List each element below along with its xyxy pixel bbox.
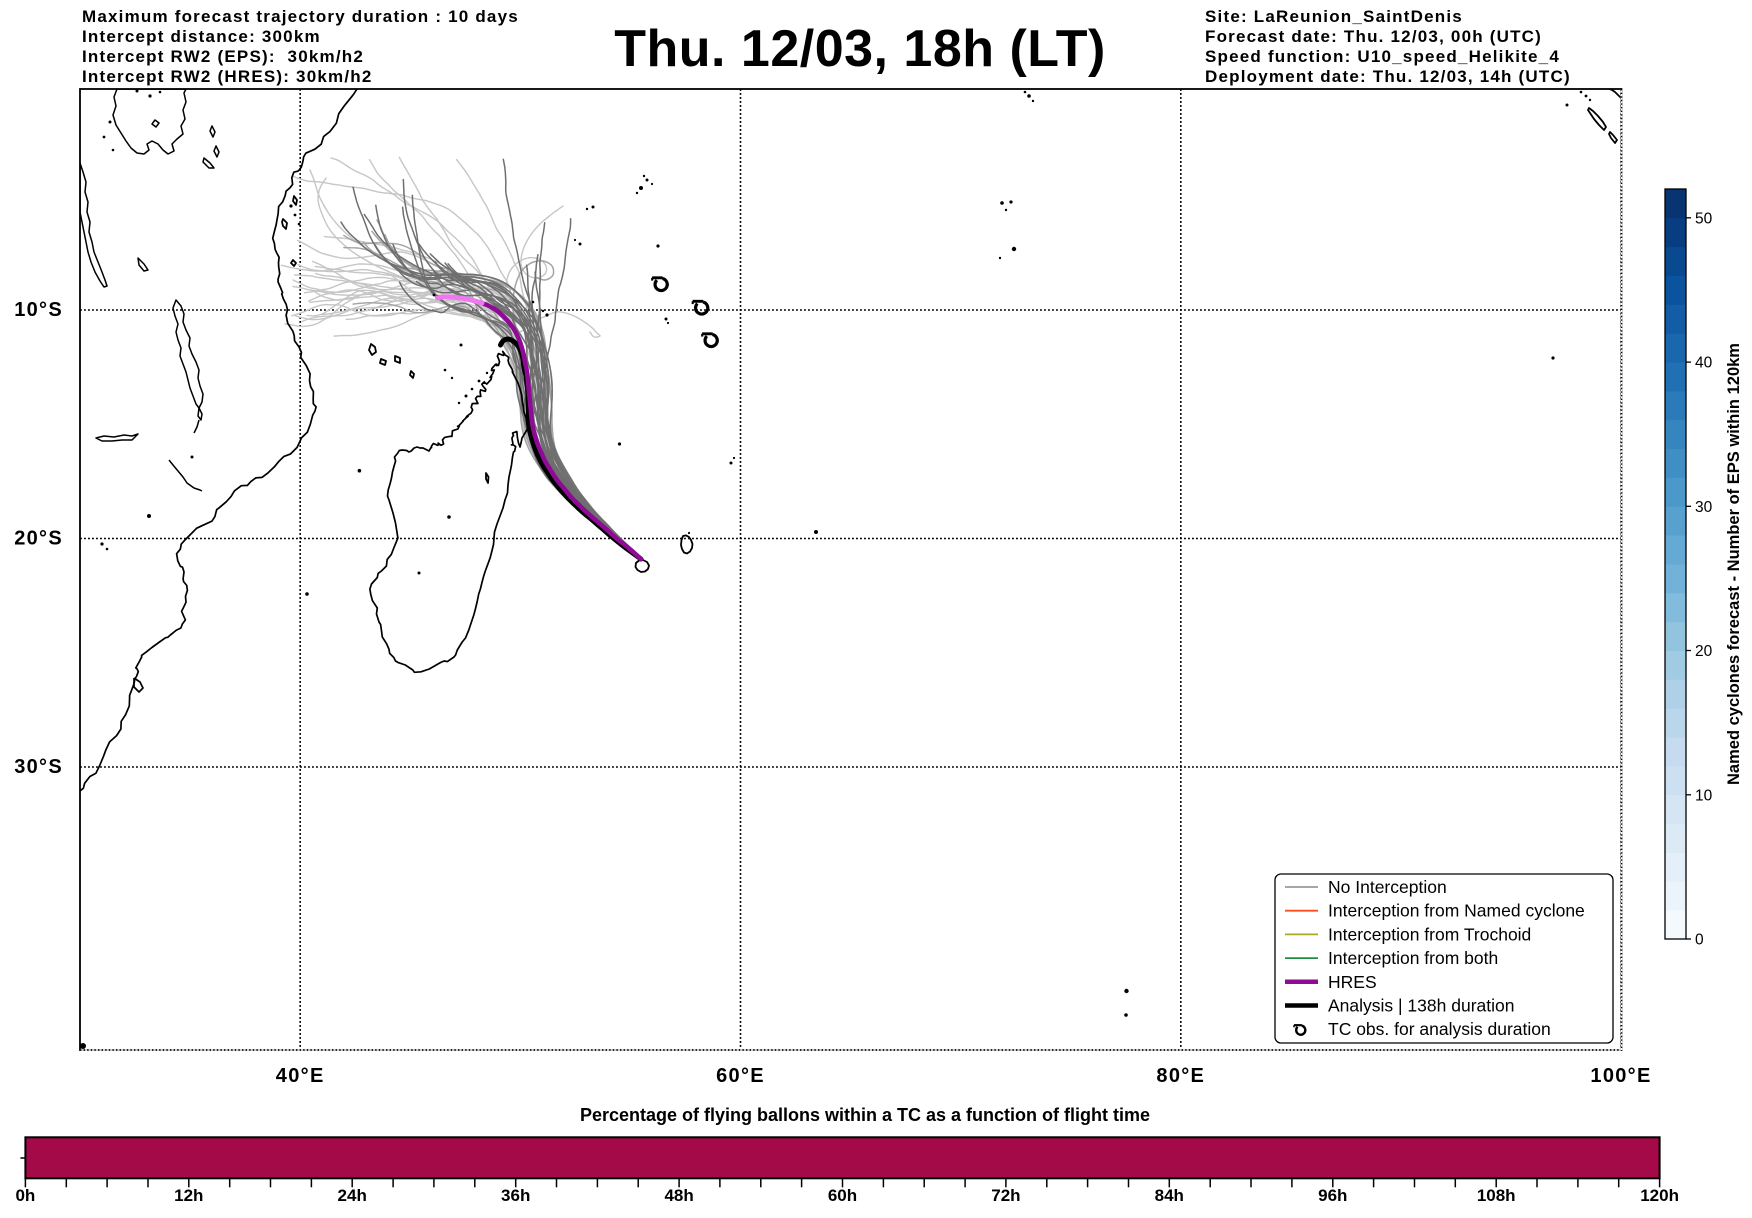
svg-text:Intercept distance: 300km: Intercept distance: 300km <box>82 27 321 46</box>
svg-text:Analysis | 138h duration: Analysis | 138h duration <box>1328 996 1514 1016</box>
svg-text:Speed function: U10_speed_Heli: Speed function: U10_speed_Helikite_4 <box>1205 47 1560 66</box>
svg-text:24h: 24h <box>338 1186 367 1205</box>
svg-text:12h: 12h <box>174 1186 203 1205</box>
svg-text:20: 20 <box>1695 643 1713 660</box>
svg-text:Percentage of flying ballons w: Percentage of flying ballons within a TC… <box>580 1105 1150 1125</box>
svg-text:0: 0 <box>1695 932 1704 949</box>
svg-text:Deployment date: Thu. 12/03, 1: Deployment date: Thu. 12/03, 14h (UTC) <box>1205 67 1571 86</box>
svg-text:50: 50 <box>1695 210 1713 227</box>
svg-text:30°S: 30°S <box>14 756 63 778</box>
svg-text:48h: 48h <box>664 1186 693 1205</box>
svg-text:Intercept RW2 (HRES): 30km/h2: Intercept RW2 (HRES): 30km/h2 <box>82 67 373 86</box>
svg-text:96h: 96h <box>1318 1186 1347 1205</box>
svg-text:84h: 84h <box>1155 1186 1184 1205</box>
svg-text:Named cyclones forecast - Numb: Named cyclones forecast - Number of EPS … <box>1725 343 1743 785</box>
svg-text:Thu. 12/03, 18h (LT): Thu. 12/03, 18h (LT) <box>614 20 1106 78</box>
svg-text:100°E: 100°E <box>1590 1065 1651 1087</box>
svg-text:40°E: 40°E <box>276 1065 325 1087</box>
svg-text:Interception from Named cyclon: Interception from Named cyclone <box>1328 901 1585 921</box>
svg-text:108h: 108h <box>1477 1186 1516 1205</box>
svg-text:20°S: 20°S <box>14 528 63 550</box>
svg-text:40: 40 <box>1695 355 1713 372</box>
svg-text:72h: 72h <box>991 1186 1020 1205</box>
svg-text:Interception from Trochoid: Interception from Trochoid <box>1328 924 1531 944</box>
svg-text:Intercept RW2 (EPS): 30km/h2: Intercept RW2 (EPS): 30km/h2 <box>82 47 364 66</box>
svg-text:Site: LaReunion_SaintDenis: Site: LaReunion_SaintDenis <box>1205 7 1463 26</box>
svg-text:10°S: 10°S <box>14 299 63 321</box>
svg-text:120h: 120h <box>1640 1186 1679 1205</box>
svg-text:Maximum forecast trajectory du: Maximum forecast trajectory duration : 1… <box>82 7 519 26</box>
svg-text:10: 10 <box>1695 787 1713 804</box>
svg-text:TC obs. for analysis duration: TC obs. for analysis duration <box>1328 1019 1551 1039</box>
svg-text:36h: 36h <box>501 1186 530 1205</box>
svg-text:0h: 0h <box>15 1186 35 1205</box>
svg-text:No Interception: No Interception <box>1328 877 1447 897</box>
svg-text:Interception from both: Interception from both <box>1328 948 1498 968</box>
svg-text:HRES: HRES <box>1328 972 1377 992</box>
svg-text:60°E: 60°E <box>716 1065 765 1087</box>
svg-text:Forecast date: Thu. 12/03, 00h: Forecast date: Thu. 12/03, 00h (UTC) <box>1205 27 1542 46</box>
svg-text:30: 30 <box>1695 499 1713 516</box>
svg-text:80°E: 80°E <box>1156 1065 1205 1087</box>
svg-text:60h: 60h <box>828 1186 857 1205</box>
